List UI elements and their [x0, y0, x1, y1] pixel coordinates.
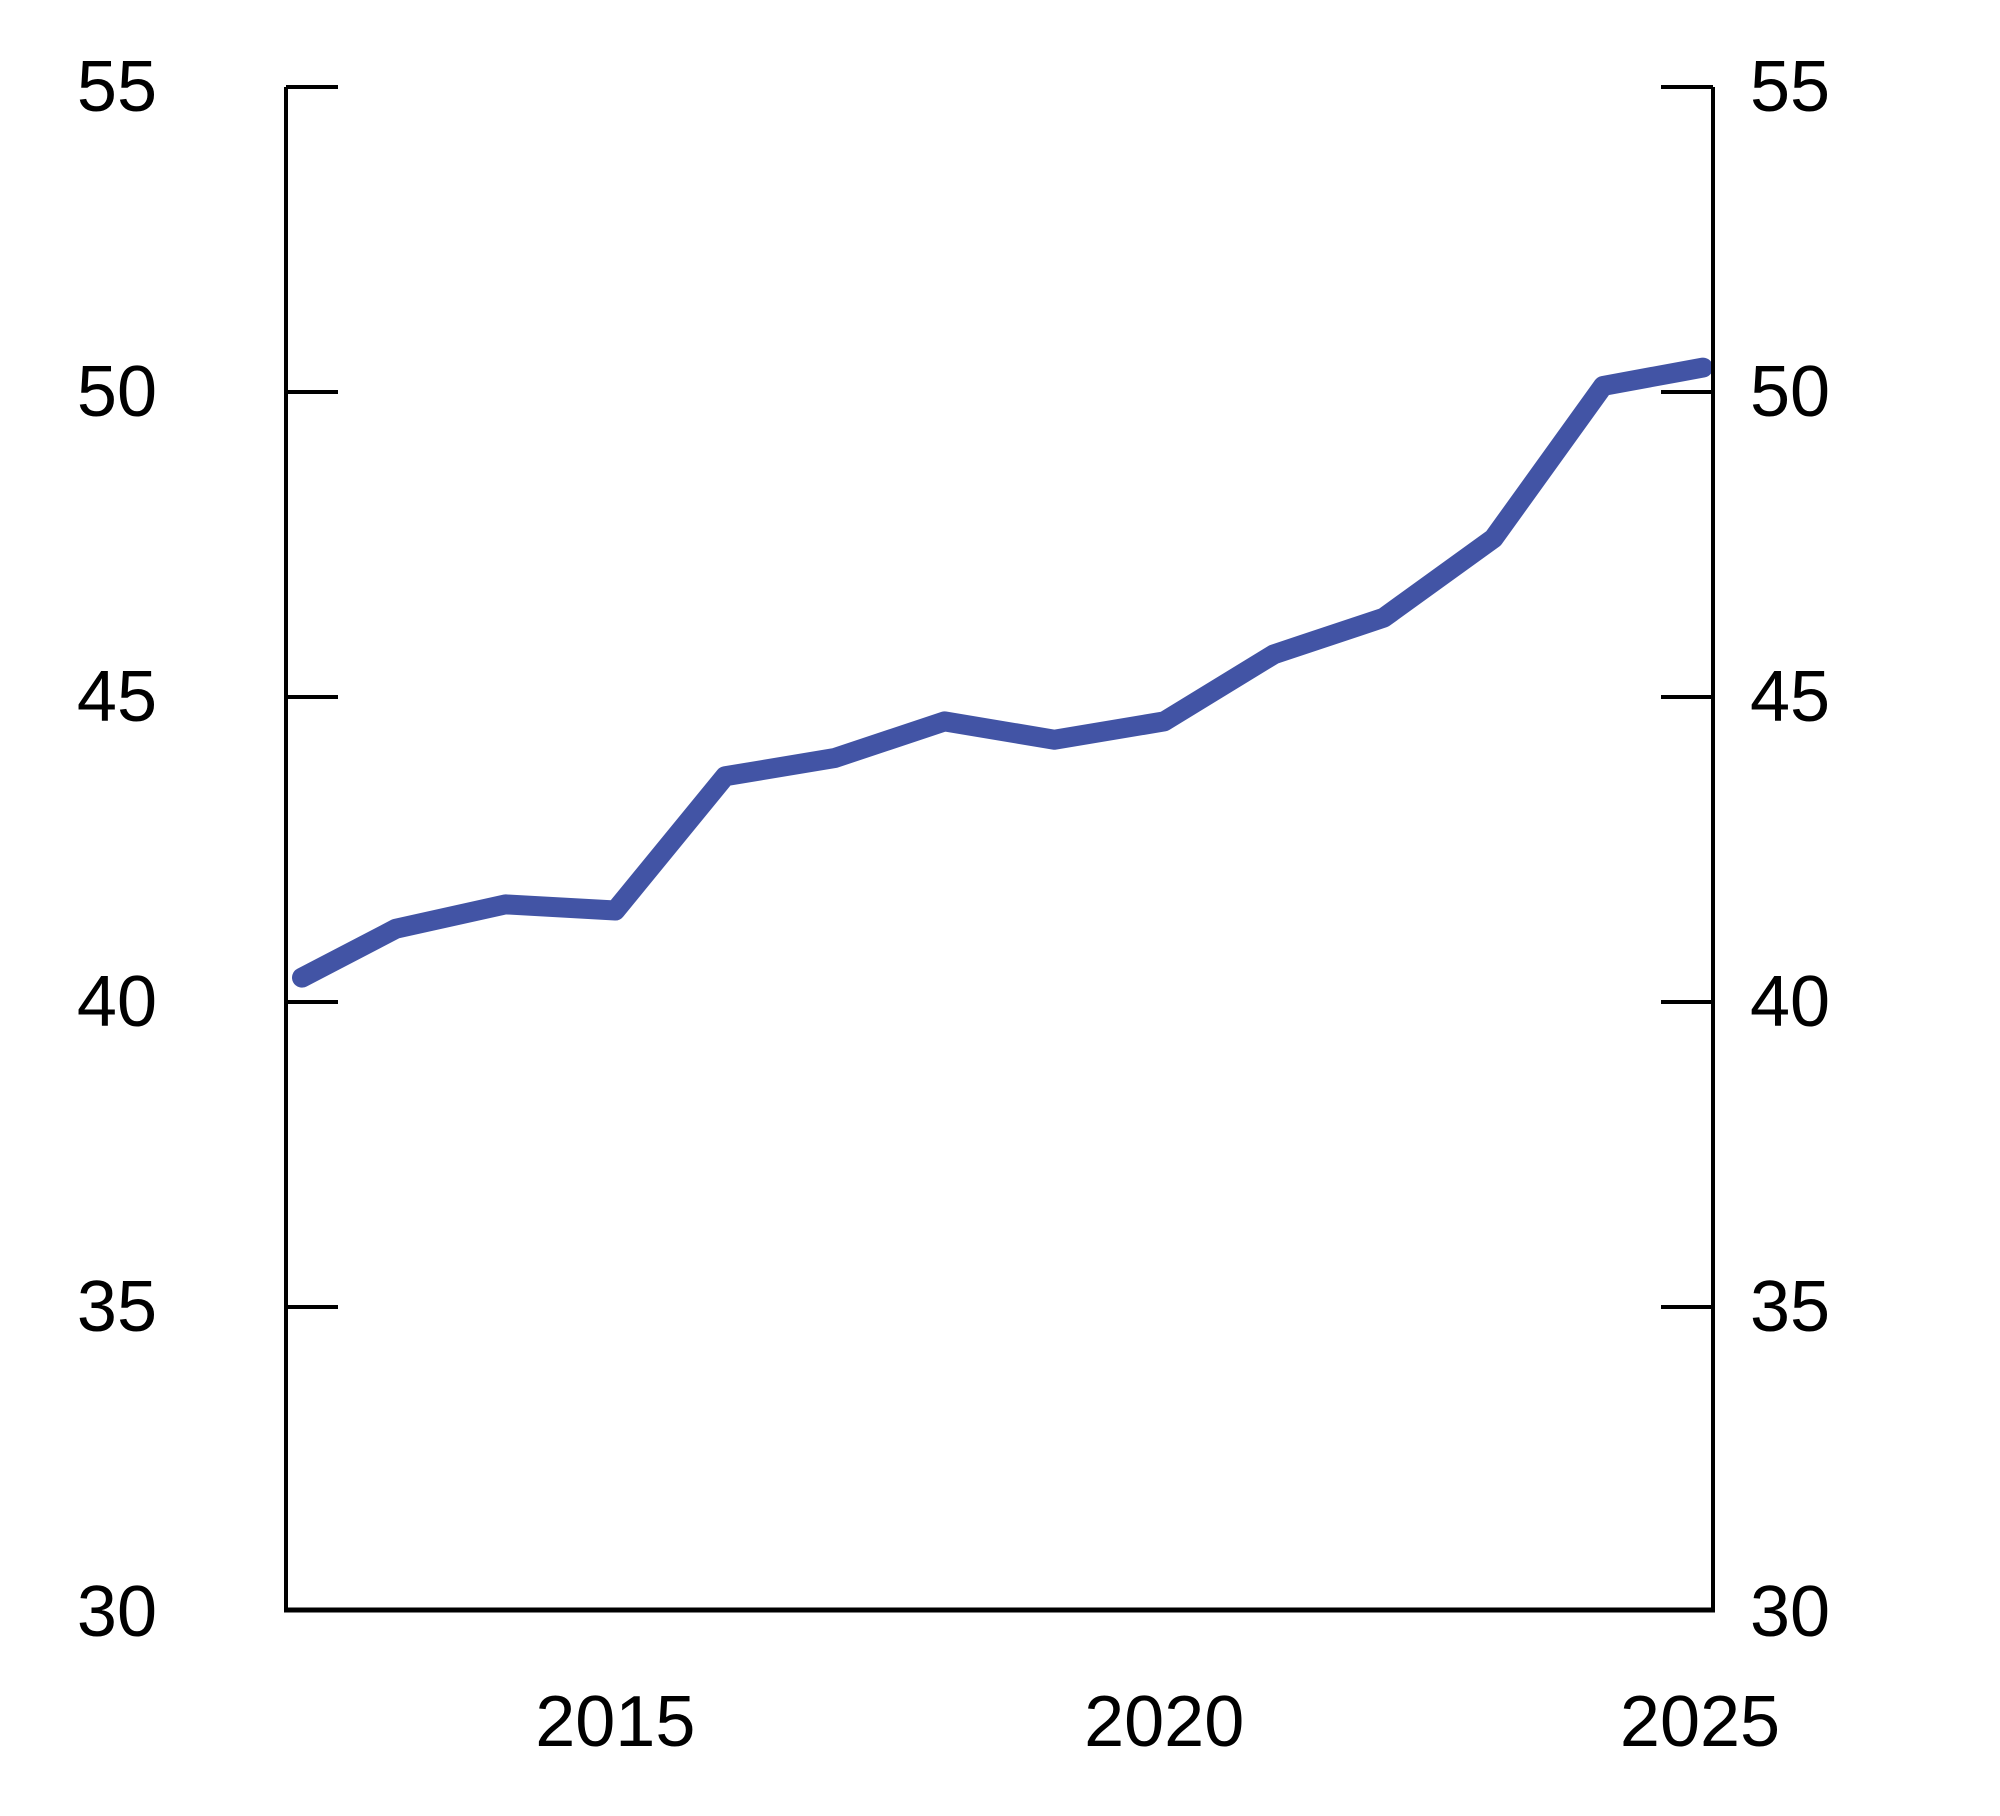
y-axis-tick-label-left-55: 55	[77, 47, 157, 127]
y-axis-tick-label-right-40: 40	[1750, 962, 1830, 1042]
y-axis-tick-label-right-30: 30	[1750, 1572, 1830, 1652]
x-axis-tick-label-2025: 2025	[1620, 1682, 1780, 1762]
y-axis-tick-label-left-40: 40	[77, 962, 157, 1042]
y-axis-tick-label-right-35: 35	[1750, 1267, 1830, 1347]
x-axis-tick-label-2015: 2015	[535, 1682, 695, 1762]
y-axis-tick-label-left-50: 50	[77, 352, 157, 432]
y-axis-tick-label-right-55: 55	[1750, 47, 1830, 127]
x-axis-tick-label-2020: 2020	[1084, 1682, 1244, 1762]
y-axis-tick-label-left-30: 30	[77, 1572, 157, 1652]
y-axis-tick-label-right-50: 50	[1750, 352, 1830, 432]
y-axis-tick-label-left-35: 35	[77, 1267, 157, 1347]
data-line-series-1	[292, 357, 1713, 988]
y-axis-tick-label-right-45: 45	[1750, 657, 1830, 737]
y-axis-tick-label-left-45: 45	[77, 657, 157, 737]
